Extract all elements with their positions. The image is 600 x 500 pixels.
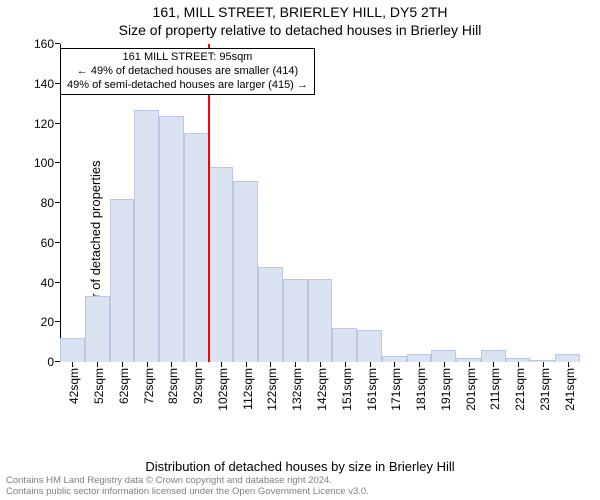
y-tick-label: 60	[41, 236, 60, 250]
x-tick-mark	[221, 362, 222, 367]
x-tick-label: 42sqm	[63, 368, 81, 404]
annotation-line-2: ← 49% of detached houses are smaller (41…	[67, 65, 308, 79]
x-tick-mark	[394, 362, 395, 367]
y-tick-mark	[55, 43, 60, 44]
histogram-bar	[283, 279, 308, 362]
x-tick-label: 62sqm	[113, 368, 131, 404]
histogram-bar	[233, 181, 258, 362]
x-tick-label: 52sqm	[88, 368, 106, 404]
histogram-bar	[481, 350, 506, 362]
y-tick-mark	[55, 202, 60, 203]
y-tick-label: 100	[34, 156, 60, 170]
y-tick-mark	[55, 321, 60, 322]
histogram-bar	[407, 354, 432, 362]
histogram-bar	[184, 133, 209, 362]
histogram-bar	[134, 110, 159, 362]
x-tick-mark	[493, 362, 494, 367]
y-tick-mark	[55, 162, 60, 163]
y-tick-mark	[55, 282, 60, 283]
x-tick-mark	[444, 362, 445, 367]
histogram-bar	[332, 328, 357, 362]
y-tick-label: 0	[47, 355, 60, 369]
x-tick-mark	[345, 362, 346, 367]
histogram-bar	[431, 350, 456, 362]
annotation-line-3: 49% of semi-detached houses are larger (…	[67, 79, 308, 93]
x-tick-mark	[543, 362, 544, 367]
x-tick-label: 231sqm	[534, 368, 552, 411]
x-tick-mark	[518, 362, 519, 367]
x-tick-mark	[147, 362, 148, 367]
histogram-bar	[85, 296, 110, 362]
histogram-bar	[308, 279, 333, 362]
histogram-bar	[110, 199, 135, 362]
x-tick-mark	[122, 362, 123, 367]
x-tick-label: 201sqm	[460, 368, 478, 411]
x-tick-mark	[72, 362, 73, 367]
histogram-bar	[357, 330, 382, 362]
x-tick-mark	[171, 362, 172, 367]
x-tick-label: 82sqm	[162, 368, 180, 404]
footer-attribution: Contains HM Land Registry data © Crown c…	[6, 476, 594, 498]
x-tick-mark	[97, 362, 98, 367]
histogram-bar	[555, 354, 580, 362]
x-tick-mark	[196, 362, 197, 367]
x-tick-mark	[320, 362, 321, 367]
footer-line-2: Contains public sector information licen…	[6, 487, 594, 498]
x-axis-label: Distribution of detached houses by size …	[0, 459, 600, 474]
x-tick-label: 132sqm	[286, 368, 304, 411]
y-tick-label: 140	[34, 77, 60, 91]
x-tick-label: 92sqm	[187, 368, 205, 404]
y-tick-label: 80	[41, 196, 60, 210]
chart-container: 161, MILL STREET, BRIERLEY HILL, DY5 2TH…	[0, 0, 600, 500]
y-tick-label: 160	[34, 37, 60, 51]
x-tick-label: 211sqm	[484, 368, 502, 410]
annotation-box: 161 MILL STREET: 95sqm← 49% of detached …	[60, 48, 315, 95]
x-tick-mark	[270, 362, 271, 367]
title-line-2: Size of property relative to detached ho…	[0, 22, 600, 38]
x-tick-mark	[469, 362, 470, 367]
x-tick-label: 151sqm	[336, 368, 354, 411]
y-tick-mark	[55, 123, 60, 124]
x-tick-label: 142sqm	[311, 368, 329, 411]
x-tick-label: 181sqm	[410, 368, 428, 411]
histogram-bar	[258, 267, 283, 362]
plot-area: 02040608010012014016042sqm52sqm62sqm72sq…	[60, 44, 580, 414]
x-tick-label: 112sqm	[237, 368, 255, 410]
x-tick-label: 221sqm	[509, 368, 527, 411]
x-tick-label: 171sqm	[385, 368, 403, 411]
x-tick-label: 102sqm	[212, 368, 230, 411]
y-tick-label: 40	[41, 276, 60, 290]
x-tick-label: 122sqm	[261, 368, 279, 411]
y-tick-mark	[55, 242, 60, 243]
x-tick-mark	[370, 362, 371, 367]
x-tick-mark	[246, 362, 247, 367]
annotation-line-1: 161 MILL STREET: 95sqm	[67, 51, 308, 65]
x-tick-label: 191sqm	[435, 368, 453, 411]
histogram-bar	[60, 338, 85, 362]
plot-inner: 02040608010012014016042sqm52sqm62sqm72sq…	[60, 44, 580, 414]
title-line-1: 161, MILL STREET, BRIERLEY HILL, DY5 2TH	[0, 4, 600, 20]
x-tick-mark	[419, 362, 420, 367]
y-tick-label: 20	[41, 315, 60, 329]
x-tick-label: 241sqm	[559, 368, 577, 411]
x-tick-label: 161sqm	[361, 368, 379, 411]
histogram-bar	[159, 116, 184, 362]
x-tick-mark	[568, 362, 569, 367]
x-tick-label: 72sqm	[138, 368, 156, 404]
x-tick-mark	[295, 362, 296, 367]
y-tick-label: 120	[34, 117, 60, 131]
histogram-bar	[209, 167, 234, 362]
